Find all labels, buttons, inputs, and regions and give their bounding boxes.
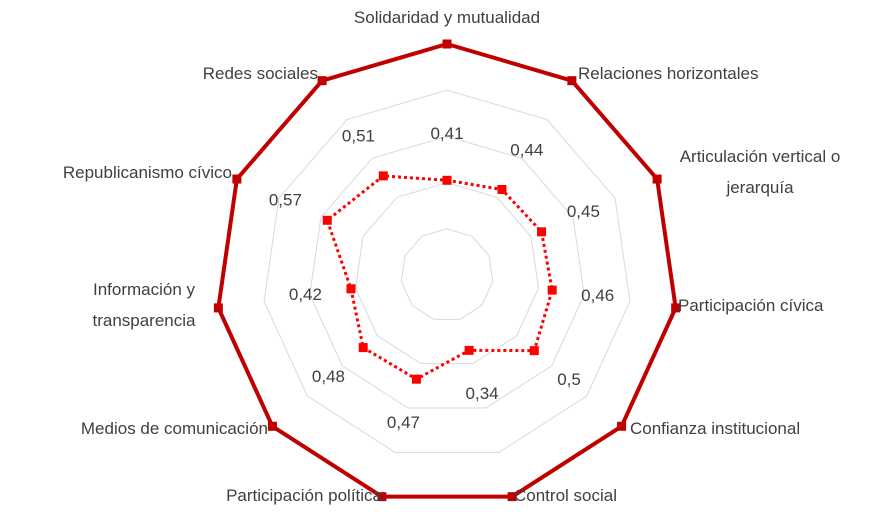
grid-ring xyxy=(263,89,631,453)
marker xyxy=(442,175,452,185)
data-label: 0,42 xyxy=(289,285,322,304)
marker xyxy=(617,421,627,431)
category-label: Relaciones horizontales xyxy=(578,63,759,83)
category-label: Información y transparencia xyxy=(92,280,196,330)
marker xyxy=(567,76,577,86)
marker xyxy=(537,227,547,237)
marker xyxy=(267,421,277,431)
marker xyxy=(442,39,452,49)
category-label: Confianza institucional xyxy=(630,418,801,438)
category-label: Republicanismo cívico xyxy=(62,162,232,182)
data-label: 0,5 xyxy=(557,370,581,389)
marker xyxy=(671,303,681,313)
marker xyxy=(377,492,387,502)
marker xyxy=(317,76,327,86)
category-label: Redes sociales xyxy=(202,63,318,83)
grid-ring xyxy=(217,43,677,498)
marker xyxy=(378,171,388,181)
data-label: 0,57 xyxy=(269,191,302,210)
marker xyxy=(497,184,507,194)
data-label: 0,47 xyxy=(387,413,420,432)
marker xyxy=(652,174,662,184)
category-label: Solidaridad y mutualidad xyxy=(353,7,541,27)
series-line xyxy=(216,42,678,499)
data-label: 0,45 xyxy=(567,202,600,221)
marker xyxy=(358,343,368,353)
category-label: Articulación vertical o jerarquía xyxy=(679,147,841,197)
category-label: Medios de comunicación xyxy=(80,418,268,438)
data-label: 0,46 xyxy=(581,286,614,305)
category-label: Participación política xyxy=(226,485,382,505)
data-label: 0,44 xyxy=(510,140,543,159)
data-label: 0,34 xyxy=(466,384,499,403)
grid-ring xyxy=(309,135,585,409)
grid-ring xyxy=(400,228,494,320)
data-label: 0,48 xyxy=(312,367,345,386)
marker xyxy=(232,174,242,184)
data-label: 0,51 xyxy=(342,127,375,146)
marker xyxy=(529,346,539,356)
grid-ring xyxy=(355,182,539,365)
marker xyxy=(464,345,474,355)
category-label: Control social xyxy=(514,485,617,505)
series-line xyxy=(325,174,554,381)
marker xyxy=(322,215,332,225)
marker xyxy=(213,303,223,313)
category-label: Participación cívica xyxy=(678,295,824,315)
marker xyxy=(346,284,356,294)
marker xyxy=(507,492,517,502)
marker xyxy=(547,285,557,295)
data-label: 0,41 xyxy=(430,124,463,143)
marker xyxy=(411,374,421,384)
